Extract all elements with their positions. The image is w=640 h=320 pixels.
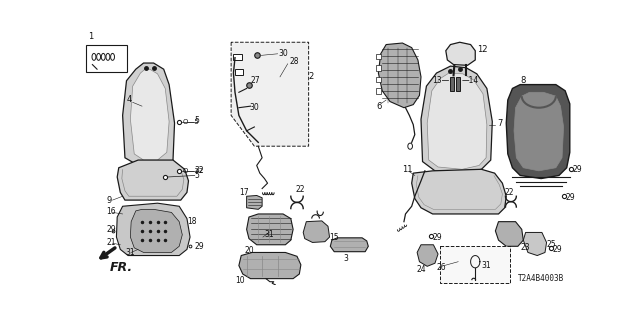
Polygon shape xyxy=(231,42,308,146)
Text: 8: 8 xyxy=(520,76,525,85)
Text: 28: 28 xyxy=(289,57,299,66)
Text: 22: 22 xyxy=(296,185,305,194)
Text: 15: 15 xyxy=(330,233,339,242)
Text: 31: 31 xyxy=(481,261,491,270)
Text: 4: 4 xyxy=(127,95,132,105)
Text: 1: 1 xyxy=(88,32,93,42)
Bar xyxy=(440,246,510,283)
Text: 29: 29 xyxy=(553,245,563,254)
Polygon shape xyxy=(506,84,570,179)
Bar xyxy=(376,65,381,71)
Polygon shape xyxy=(131,69,169,160)
Text: O—32: O—32 xyxy=(183,168,204,174)
Text: 29: 29 xyxy=(106,225,116,234)
Bar xyxy=(376,88,381,94)
Polygon shape xyxy=(524,232,547,256)
Polygon shape xyxy=(303,221,330,243)
Polygon shape xyxy=(131,209,182,252)
Text: 7: 7 xyxy=(497,119,502,128)
Text: 29: 29 xyxy=(565,193,575,202)
Polygon shape xyxy=(421,66,492,173)
Polygon shape xyxy=(495,222,524,246)
Text: 26: 26 xyxy=(436,263,446,272)
Text: 16: 16 xyxy=(106,207,116,216)
Polygon shape xyxy=(412,169,506,214)
Text: O—5: O—5 xyxy=(183,118,200,124)
Text: 10: 10 xyxy=(235,276,244,285)
Text: 27: 27 xyxy=(250,76,260,85)
Text: 20: 20 xyxy=(244,246,254,255)
Text: 11: 11 xyxy=(403,165,413,174)
Polygon shape xyxy=(417,245,438,266)
Polygon shape xyxy=(239,252,301,279)
Polygon shape xyxy=(428,73,487,169)
Text: 23: 23 xyxy=(520,243,530,252)
Bar xyxy=(86,44,127,71)
Polygon shape xyxy=(116,203,190,256)
Text: 13—: 13— xyxy=(432,76,449,85)
Polygon shape xyxy=(117,160,189,200)
Polygon shape xyxy=(330,238,368,252)
Text: 21: 21 xyxy=(106,238,116,247)
Polygon shape xyxy=(123,63,175,168)
Text: 29: 29 xyxy=(572,165,582,174)
Bar xyxy=(376,54,381,59)
Text: 25: 25 xyxy=(547,240,556,249)
Text: FR.: FR. xyxy=(109,261,132,274)
Text: 17: 17 xyxy=(239,188,248,197)
Text: 24: 24 xyxy=(417,265,426,274)
Text: 30: 30 xyxy=(278,49,288,58)
Bar xyxy=(450,77,454,91)
Bar xyxy=(376,77,381,82)
Text: 32: 32 xyxy=(195,166,204,175)
Text: 6: 6 xyxy=(376,102,381,111)
Text: 29: 29 xyxy=(433,233,442,242)
Text: 2: 2 xyxy=(308,72,314,81)
Text: 9: 9 xyxy=(106,196,111,204)
Text: 22: 22 xyxy=(505,188,514,197)
Polygon shape xyxy=(246,196,262,209)
Polygon shape xyxy=(514,92,564,171)
Text: 5: 5 xyxy=(195,116,200,125)
Text: 18: 18 xyxy=(187,217,196,226)
Text: 12: 12 xyxy=(477,45,487,54)
Text: 29: 29 xyxy=(195,242,204,251)
Text: 3: 3 xyxy=(344,254,348,263)
Text: —14: —14 xyxy=(461,76,479,85)
Text: T2A4B4003B: T2A4B4003B xyxy=(518,274,564,283)
Polygon shape xyxy=(246,214,293,245)
Bar xyxy=(235,69,243,75)
Polygon shape xyxy=(446,42,476,65)
Text: 30: 30 xyxy=(249,103,259,112)
Text: 31: 31 xyxy=(264,230,274,239)
Text: 31: 31 xyxy=(125,248,134,257)
Bar xyxy=(456,77,460,91)
Polygon shape xyxy=(378,43,421,108)
Bar xyxy=(233,54,242,60)
Text: 5: 5 xyxy=(195,171,200,180)
